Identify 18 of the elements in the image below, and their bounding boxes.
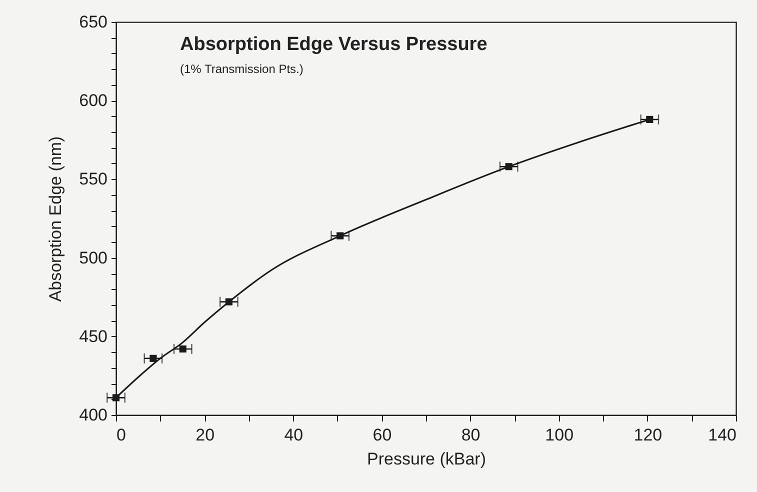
x-tick-label: 120	[634, 426, 662, 444]
x-tick-label: 40	[284, 426, 304, 444]
x-tick-label: 80	[461, 426, 480, 444]
text: Absorption Edge Versus Pressure	[180, 34, 488, 55]
annotation: (1% Transmission Pts.)	[180, 62, 304, 76]
y-axis-title: Absorption Edge (nm)	[46, 136, 66, 302]
x-tick-label: 60	[372, 426, 392, 444]
y-tick-label: 600	[79, 91, 108, 110]
x-tick-label: 100	[545, 426, 574, 444]
x-axis-title: Pressure (kBar)	[366, 450, 486, 468]
y-tick-label: 550	[79, 170, 108, 189]
y-tick-label: 400	[79, 406, 108, 424]
y-tick-label: 650	[79, 12, 108, 32]
y-tick-label: 450	[79, 326, 108, 346]
x-tick-label: 20	[196, 426, 215, 444]
x-tick-label: 140	[708, 426, 736, 444]
y-tick-label: 500	[79, 248, 108, 268]
x-tick-label: 0	[116, 426, 126, 444]
